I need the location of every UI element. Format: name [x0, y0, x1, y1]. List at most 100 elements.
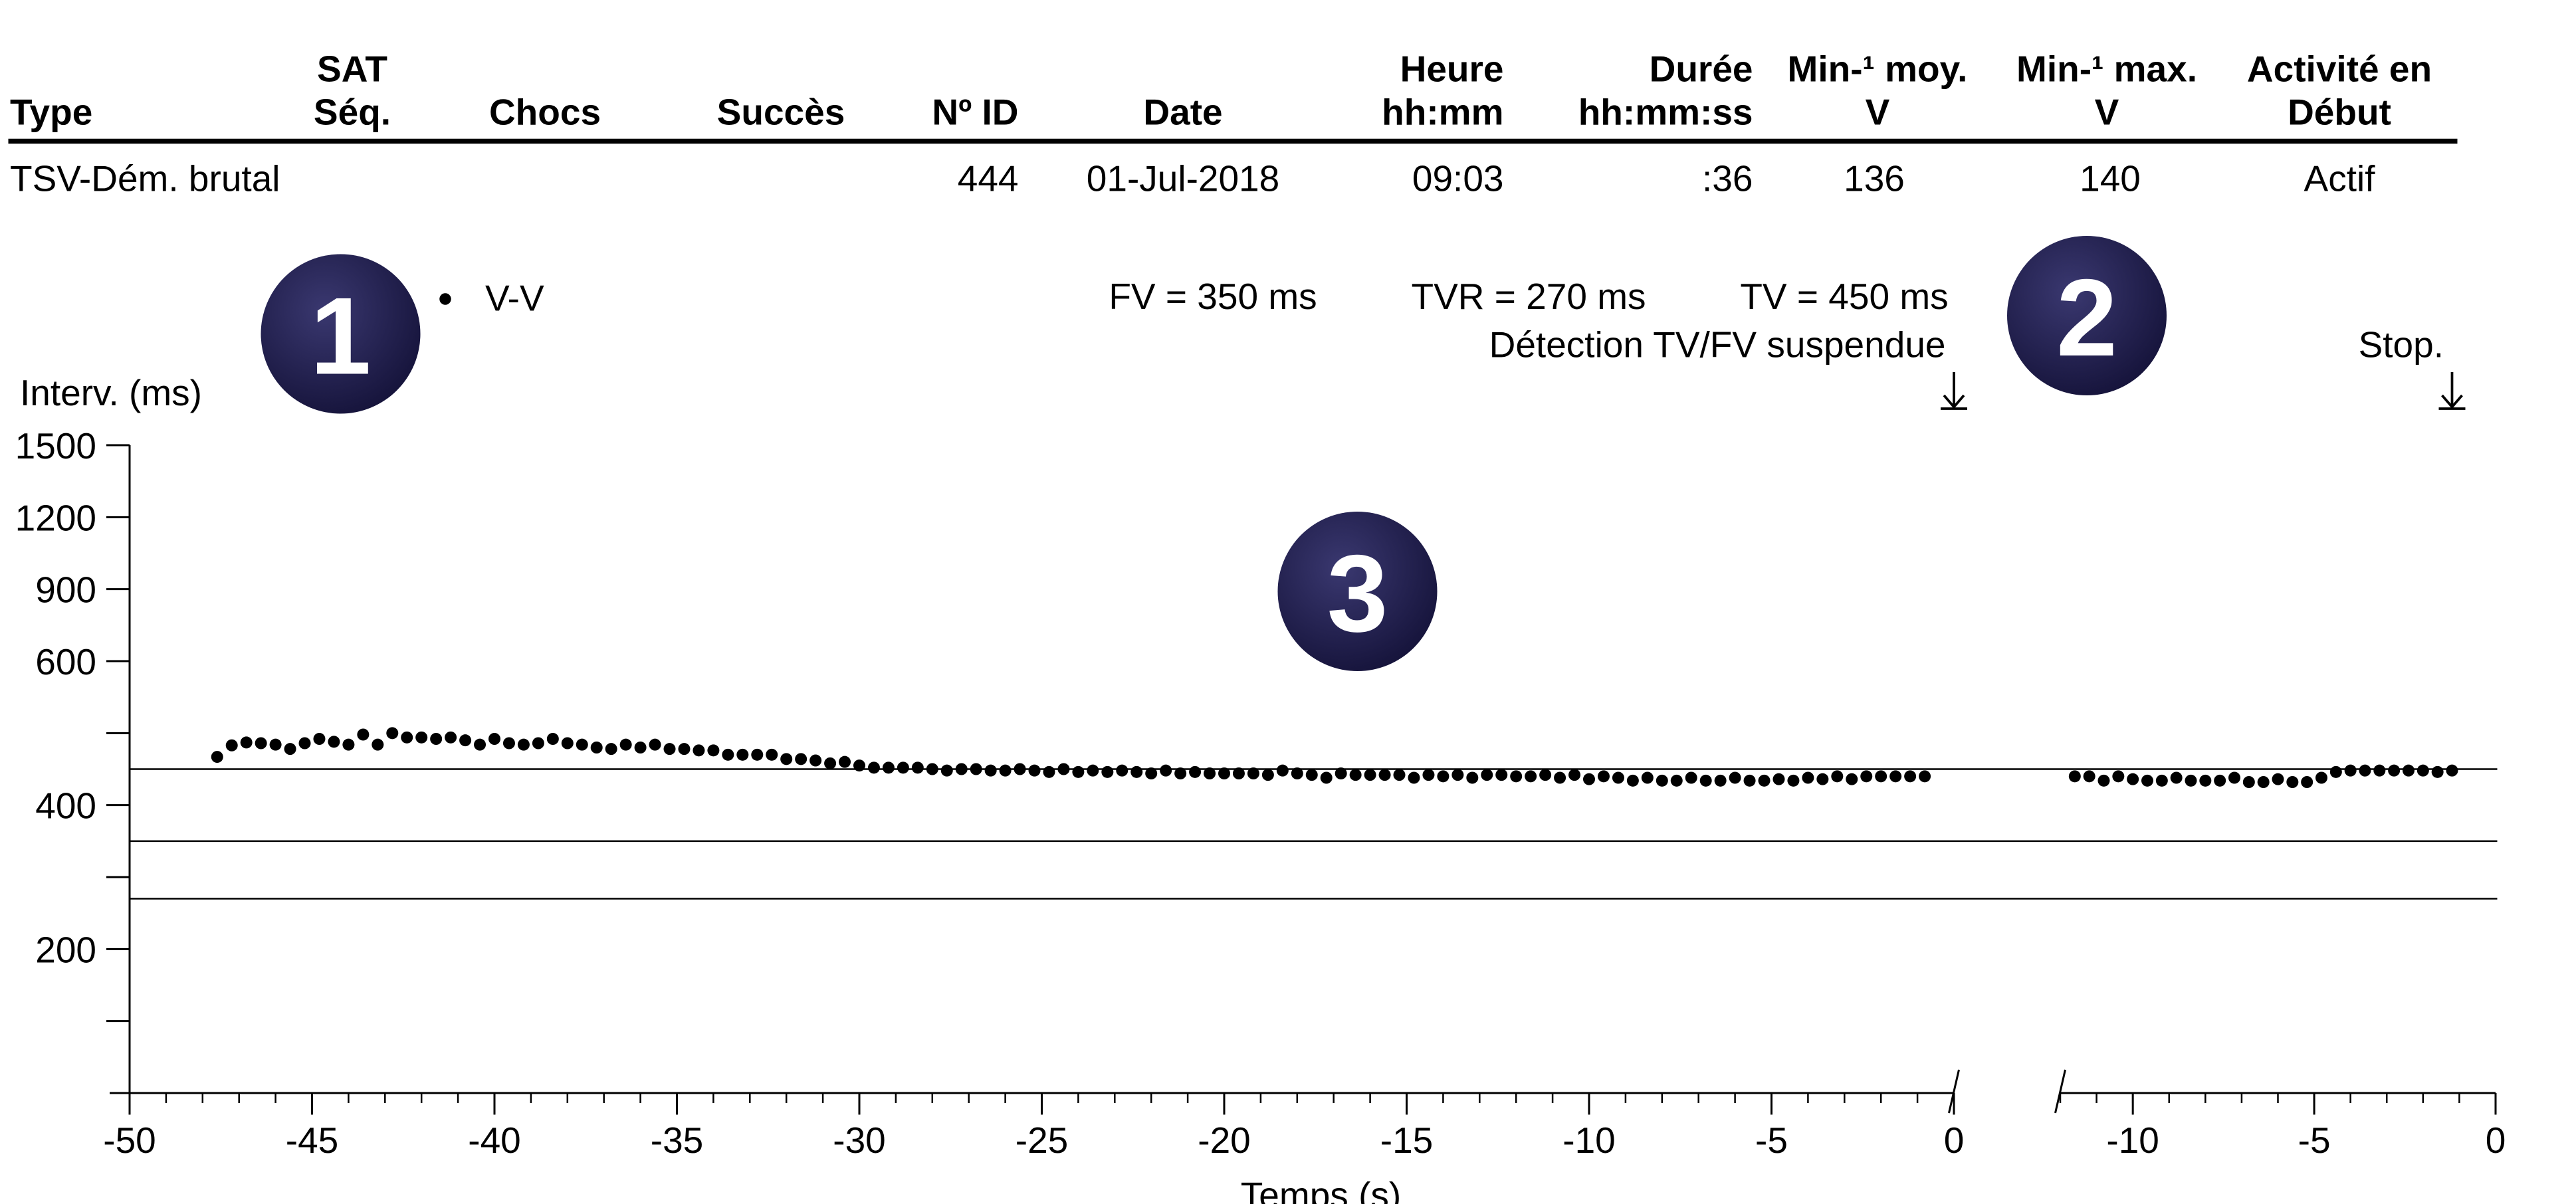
- data-point: [2083, 770, 2095, 783]
- data-point: [1583, 773, 1595, 785]
- data-point: [2373, 764, 2386, 777]
- data-point: [2431, 765, 2444, 778]
- data-point: [955, 763, 968, 775]
- data-point: [372, 738, 384, 751]
- table-cell: 09:03: [1412, 158, 1504, 199]
- data-point: [1860, 770, 1873, 783]
- data-point: [1174, 767, 1187, 779]
- data-point: [853, 759, 866, 772]
- data-point: [2315, 771, 2327, 784]
- data-point: [1204, 767, 1216, 779]
- data-point: [1612, 771, 1624, 784]
- data-point: [2097, 774, 2110, 787]
- data-point: [225, 739, 238, 752]
- column-header: V: [1866, 92, 1890, 133]
- data-point: [1481, 769, 1493, 781]
- data-point: [298, 737, 311, 750]
- data-point: [707, 744, 720, 757]
- column-header: hh:mm:ss: [1578, 92, 1753, 133]
- annotation: Stop.: [2359, 324, 2444, 365]
- data-point: [445, 731, 457, 744]
- data-point: [1846, 773, 1858, 785]
- data-point: [1904, 770, 1917, 783]
- threshold-label: TV = 450 ms: [1740, 276, 1948, 317]
- data-point: [1218, 767, 1230, 779]
- data-point: [502, 737, 515, 750]
- annotation-arrow: [2441, 394, 2463, 409]
- y-axis-label: Interv. (ms): [20, 372, 202, 413]
- data-point: [649, 738, 661, 751]
- data-point: [1101, 765, 1114, 778]
- data-point: [1787, 774, 1800, 787]
- data-point: [1364, 769, 1376, 781]
- data-point: [1919, 770, 1931, 783]
- data-point: [1729, 771, 1741, 784]
- data-point: [1393, 769, 1406, 781]
- data-point: [1014, 763, 1026, 775]
- data-point: [1116, 764, 1128, 777]
- data-point: [1145, 767, 1158, 779]
- data-point: [2272, 773, 2284, 785]
- column-header: Séq.: [314, 92, 391, 133]
- data-point: [1802, 771, 1814, 784]
- data-point: [911, 761, 924, 774]
- data-point: [2228, 771, 2240, 784]
- column-header: V: [2095, 92, 2119, 133]
- data-point: [430, 733, 443, 745]
- data-point: [1568, 769, 1581, 781]
- column-header: Heure: [1400, 49, 1504, 90]
- column-header: SAT: [317, 49, 387, 90]
- badge: [2007, 236, 2167, 395]
- data-point: [1305, 769, 1318, 781]
- data-point: [2112, 770, 2125, 783]
- x-tick-label: -20: [1198, 1120, 1251, 1161]
- data-point: [1349, 769, 1362, 781]
- data-point: [1743, 774, 1756, 787]
- data-point: [2242, 776, 2255, 788]
- column-header: Date: [1143, 92, 1222, 133]
- data-point: [1437, 770, 1449, 783]
- data-point: [1539, 769, 1552, 781]
- data-point: [1670, 774, 1683, 787]
- data-point: [313, 733, 326, 745]
- data-point: [2141, 774, 2153, 787]
- y-tick-label: 900: [35, 569, 96, 611]
- data-point: [1189, 765, 1202, 778]
- data-point: [474, 738, 486, 751]
- data-point: [1232, 767, 1245, 779]
- data-point: [561, 737, 574, 750]
- data-point: [1685, 771, 1697, 784]
- data-point: [357, 728, 370, 741]
- column-header: Min-¹ moy.: [1788, 49, 1968, 90]
- data-point: [211, 751, 223, 763]
- x-tick-label: -50: [103, 1120, 156, 1161]
- data-point: [809, 754, 822, 767]
- column-header: Activité en: [2247, 49, 2432, 90]
- data-point: [1072, 765, 1085, 778]
- data-point: [546, 733, 559, 745]
- data-point: [2170, 771, 2183, 784]
- data-point: [663, 743, 676, 755]
- data-point: [2199, 774, 2212, 787]
- data-point: [1772, 773, 1785, 785]
- badge-number: 2: [2056, 256, 2117, 379]
- data-point: [619, 738, 632, 751]
- x-tick-label: -15: [1380, 1120, 1434, 1161]
- data-point: [2403, 764, 2415, 777]
- badge-number: 3: [1327, 532, 1388, 654]
- x-tick-label: 0: [1944, 1120, 1965, 1161]
- data-point: [269, 738, 282, 751]
- table-cell: Actif: [2304, 158, 2376, 199]
- data-point: [2359, 764, 2371, 777]
- table-cell: 01-Jul-2018: [1087, 158, 1279, 199]
- data-point: [897, 761, 909, 774]
- data-point: [1451, 769, 1464, 781]
- data-point: [1043, 765, 1055, 778]
- x-tick-label: 0: [2486, 1120, 2506, 1161]
- data-point: [240, 736, 253, 749]
- data-point: [1831, 770, 1844, 783]
- data-point: [1816, 773, 1829, 785]
- threshold-label: FV = 350 ms: [1109, 276, 1317, 317]
- column-header: hh:mm: [1382, 92, 1503, 133]
- table-cell: :36: [1702, 158, 1753, 199]
